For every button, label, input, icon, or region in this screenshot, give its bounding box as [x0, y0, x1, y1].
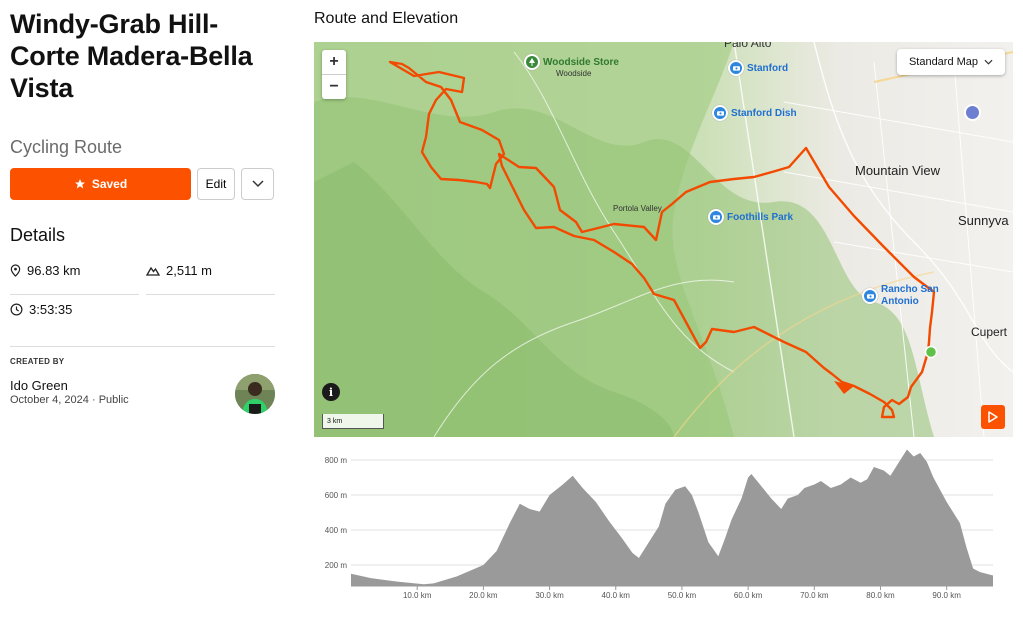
y-tick-label: 400 m [325, 526, 348, 535]
poi-label: Woodside Store [543, 56, 619, 68]
route-details-panel: Windy-Grab Hill-Corte Madera-Bella Vista… [10, 8, 275, 414]
elevation-chart[interactable]: 200 m 400 m 600 m 800 m 10.0 km 20.0 km 30.0 k… [314, 446, 1013, 606]
chevron-down-icon [984, 59, 993, 65]
poi-woodside-store[interactable]: Woodside Store [524, 54, 619, 70]
camera-icon [728, 60, 744, 76]
saved-label: Saved [91, 177, 128, 191]
divider [10, 294, 139, 295]
x-tick-label: 50.0 km [668, 591, 697, 600]
author-name[interactable]: Ido Green [10, 378, 68, 393]
x-tick-label: 10.0 km [403, 591, 432, 600]
distance-value: 96.83 km [27, 263, 81, 278]
avatar-image [235, 374, 275, 414]
mountain-icon [146, 266, 160, 276]
location-pin-icon [10, 264, 21, 277]
map-scale: 3 km [322, 414, 384, 429]
camera-icon [862, 288, 878, 304]
y-tick-label: 200 m [325, 561, 348, 570]
x-tick-label: 80.0 km [866, 591, 895, 600]
time-stat: 3:53:35 [10, 302, 72, 317]
zoom-controls: + − [322, 50, 346, 99]
camera-icon [708, 209, 724, 225]
distance-stat: 96.83 km [10, 263, 80, 278]
clock-icon [10, 303, 23, 316]
saved-button[interactable]: Saved [10, 168, 191, 200]
moving-time-value: 3:53:35 [29, 302, 73, 317]
zoom-in-button[interactable]: + [329, 53, 339, 70]
map-type-label: Standard Map [908, 56, 979, 68]
x-tick-label: 20.0 km [469, 591, 498, 600]
poi-label: Foothills Park [727, 211, 794, 223]
play-flyover-button[interactable] [981, 405, 1005, 429]
x-tick-label: 90.0 km [932, 591, 961, 600]
route-title: Windy-Grab Hill-Corte Madera-Bella Vista [10, 9, 253, 103]
poi-label: Stanford [747, 62, 789, 74]
edit-button[interactable]: Edit [197, 168, 235, 200]
star-icon [74, 179, 85, 189]
route-meta: October 4, 2024 · Public [10, 394, 129, 406]
poi-label: Rancho San Antonio [881, 284, 939, 307]
map-type-select[interactable]: Standard Map [897, 49, 1005, 75]
zoom-divider [322, 74, 346, 75]
visibility-label: Public [98, 394, 129, 406]
place-mountain-view: Mountain View [855, 163, 941, 178]
avatar[interactable] [235, 374, 275, 414]
camera-icon [712, 105, 728, 121]
play-icon [988, 411, 998, 423]
elevation-area [351, 449, 993, 586]
elevation-stat: 2,511 m [146, 263, 212, 278]
y-tick-label: 600 m [325, 491, 348, 500]
x-tick-label: 40.0 km [602, 591, 631, 600]
y-tick-label: 800 m [325, 456, 348, 465]
map-section-title: Route and Elevation [314, 10, 459, 27]
details-heading: Details [10, 225, 66, 245]
divider [146, 294, 275, 295]
tree-icon [524, 54, 540, 70]
route-type: Cycling Route [10, 137, 123, 157]
created-by-label: CREATED BY [10, 357, 65, 366]
created-date: October 4, 2024 [10, 394, 89, 406]
poi-stanford-dish[interactable]: Stanford Dish [712, 105, 797, 121]
zoom-out-button[interactable]: − [329, 78, 339, 95]
info-icon[interactable]: i [322, 383, 340, 401]
meta-separator: · [91, 394, 99, 406]
more-options-button[interactable] [241, 168, 274, 200]
chevron-down-icon [251, 180, 264, 188]
place-sunnyvale: Sunnyva [958, 213, 1009, 228]
divider [10, 346, 275, 347]
poi-label: Stanford Dish [731, 107, 797, 119]
poi-foothills-park[interactable]: Foothills Park [708, 209, 793, 225]
hospital-icon [964, 104, 981, 121]
elevation-gain-value: 2,511 m [166, 263, 213, 278]
place-cupertino: Cupert [971, 325, 1008, 339]
route-line [388, 60, 938, 419]
poi-rancho-san-antonio[interactable]: Rancho San Antonio [862, 284, 949, 308]
route-map[interactable]: + − Standard Map Palo Alto Woodside Stor… [314, 42, 1013, 437]
x-tick-label: 30.0 km [535, 591, 564, 600]
place-portola-valley: Portola Valley [613, 204, 662, 213]
place-palo-alto: Palo Alto [724, 42, 772, 50]
x-tick-label: 70.0 km [800, 591, 829, 600]
place-woodside: Woodside [556, 69, 592, 78]
x-tick-label: 60.0 km [734, 591, 763, 600]
poi-stanford[interactable]: Stanford [728, 60, 788, 76]
action-row: Saved Edit [10, 168, 274, 200]
